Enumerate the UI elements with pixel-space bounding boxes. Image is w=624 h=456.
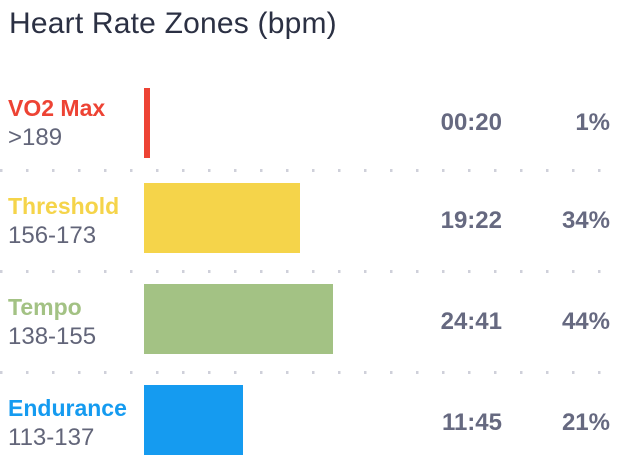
zone-time: 24:41 xyxy=(440,307,502,335)
zone-row-vo2max: VO2 Max >189 00:20 1% xyxy=(0,75,624,170)
zone-rows: VO2 Max >189 00:20 1% Threshold 156-173 … xyxy=(0,75,624,456)
zone-range: 113-137 xyxy=(8,423,95,451)
zone-range: >189 xyxy=(8,123,63,151)
zone-label: Endurance 113-137 xyxy=(8,393,127,453)
zone-name: Threshold xyxy=(8,192,120,219)
row-separator xyxy=(0,169,624,172)
zone-time: 00:20 xyxy=(440,108,502,136)
zone-name: Endurance xyxy=(8,394,127,421)
zone-name: VO2 Max xyxy=(8,94,106,121)
zone-label: Tempo 138-155 xyxy=(8,292,96,352)
row-separator xyxy=(0,371,624,374)
zone-percent: 34% xyxy=(561,206,610,234)
zone-range: 156-173 xyxy=(8,221,97,249)
zone-row-endurance: Endurance 113-137 11:45 21% xyxy=(0,371,624,456)
zone-label: VO2 Max >189 xyxy=(8,93,105,153)
zone-label: Threshold 156-173 xyxy=(8,191,119,251)
zone-time: 19:22 xyxy=(440,206,502,234)
zone-time: 11:45 xyxy=(441,408,502,436)
chart-title: Heart Rate Zones (bpm) xyxy=(9,7,337,40)
zone-bar xyxy=(144,385,243,455)
zone-row-threshold: Threshold 156-173 19:22 34% xyxy=(0,169,624,271)
zone-bar xyxy=(144,183,300,253)
zone-range: 138-155 xyxy=(8,322,97,350)
zone-bar xyxy=(144,88,150,158)
zone-bar xyxy=(144,284,333,354)
zone-percent: 21% xyxy=(561,408,610,436)
row-separator xyxy=(0,270,624,273)
zone-percent: 44% xyxy=(561,307,610,335)
zone-row-tempo: Tempo 138-155 24:41 44% xyxy=(0,270,624,372)
zone-name: Tempo xyxy=(8,293,82,320)
zone-percent: 1% xyxy=(575,108,610,136)
